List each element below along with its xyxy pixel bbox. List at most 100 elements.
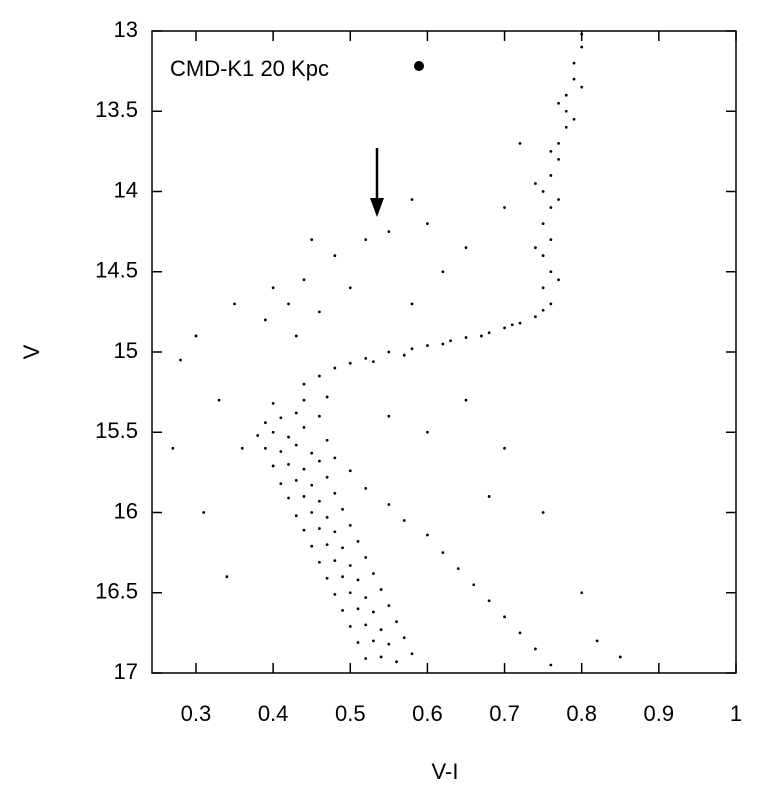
point: [341, 507, 344, 511]
point: [233, 302, 236, 306]
point: [557, 198, 560, 201]
plot-frame: [151, 30, 737, 674]
point: [541, 308, 545, 312]
point: [549, 174, 553, 177]
point: [310, 511, 314, 514]
point: [549, 149, 553, 153]
point: [472, 583, 476, 587]
point: [310, 451, 314, 455]
point: [549, 270, 553, 274]
point: [387, 642, 391, 646]
point: [225, 575, 229, 579]
point: [318, 374, 321, 378]
point: [441, 270, 445, 274]
point: [464, 398, 468, 402]
point: [534, 246, 537, 250]
point: [541, 222, 545, 226]
point: [426, 222, 429, 226]
point: [364, 596, 368, 599]
point: [348, 523, 352, 527]
point: [341, 575, 344, 579]
point: [279, 450, 283, 453]
point: [333, 254, 337, 258]
point: [464, 246, 468, 250]
point: [410, 652, 414, 656]
point: [580, 45, 584, 49]
point: [333, 491, 337, 495]
point: [534, 182, 537, 185]
point: [395, 620, 398, 624]
point: [395, 660, 398, 664]
point: [387, 230, 391, 234]
point: [503, 446, 506, 450]
point: [580, 32, 584, 36]
point: [302, 467, 306, 471]
point: [356, 539, 360, 543]
point: [564, 109, 568, 113]
point: [364, 556, 368, 559]
point: [541, 254, 545, 258]
point: [364, 357, 368, 360]
point: [534, 315, 537, 319]
point: [364, 623, 368, 627]
point: [348, 361, 352, 365]
point: [364, 657, 368, 660]
y-tick-label: 16: [114, 498, 138, 523]
point: [171, 446, 175, 450]
point: [503, 326, 506, 330]
point: [379, 588, 383, 591]
point: [379, 628, 383, 632]
point: [480, 334, 483, 338]
point: [279, 482, 283, 486]
point: [541, 511, 545, 514]
point: [271, 430, 275, 434]
x-tick-label: 0.6: [412, 701, 443, 726]
point: [379, 655, 383, 659]
point: [518, 141, 522, 145]
point: [271, 286, 275, 290]
point: [387, 414, 391, 418]
point: [294, 334, 298, 338]
point: [348, 625, 352, 628]
point: [333, 366, 337, 370]
point: [271, 401, 275, 405]
point: [179, 358, 182, 362]
point: [287, 496, 290, 500]
point: [572, 117, 576, 121]
point: [534, 647, 537, 651]
point: [333, 530, 337, 534]
point: [518, 631, 522, 635]
point: [503, 206, 506, 209]
point: [318, 499, 321, 503]
point: [310, 544, 314, 548]
point: [503, 615, 506, 619]
point: [426, 344, 429, 347]
point: [325, 395, 329, 399]
y-tick-label: 13.5: [95, 97, 138, 122]
point: [356, 607, 360, 611]
point: [302, 278, 306, 282]
point: [372, 610, 375, 614]
y-tick-label: 15.5: [95, 418, 138, 443]
annotation: CMD-K1 20 Kpc: [170, 56, 329, 81]
point: [549, 238, 553, 242]
point: [372, 360, 375, 364]
point: [325, 576, 329, 580]
point: [557, 278, 560, 282]
point: [487, 599, 491, 603]
point: [287, 302, 290, 306]
point: [302, 382, 306, 386]
point: [564, 125, 568, 129]
point: [426, 533, 429, 537]
point: [487, 331, 491, 335]
x-tick-label: 0.3: [181, 701, 212, 726]
point: [549, 302, 553, 306]
point: [356, 641, 360, 644]
y-axis-label: V: [19, 344, 44, 359]
point: [294, 443, 298, 447]
point: [294, 411, 298, 415]
point: [510, 323, 514, 327]
point: [549, 206, 553, 209]
point: [341, 546, 344, 550]
